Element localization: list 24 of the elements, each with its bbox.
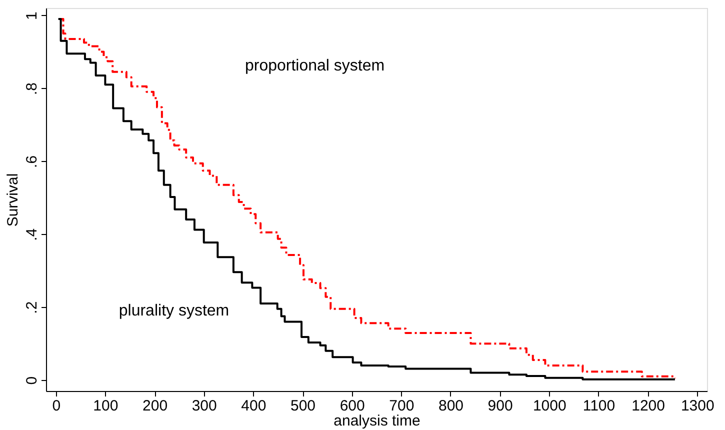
x-tick-label: 500 xyxy=(290,398,316,414)
y-tick-label: .2 xyxy=(24,301,40,314)
x-tick-label: 1200 xyxy=(632,398,665,414)
x-tick-label: 200 xyxy=(142,398,168,414)
x-tick-label: 300 xyxy=(192,398,217,414)
y-axis-title: Survival xyxy=(4,173,22,227)
x-tick-label: 1100 xyxy=(582,398,616,414)
y-tick-label: 1 xyxy=(24,12,40,20)
x-axis-title: analysis time xyxy=(334,412,420,430)
x-tick-label: 400 xyxy=(241,398,266,414)
x-tick-label: 700 xyxy=(389,398,414,414)
x-tick-label: 1000 xyxy=(532,398,566,414)
annotation: proportional system xyxy=(244,58,385,75)
annotation: plurality system xyxy=(118,302,230,320)
y-tick-label: .6 xyxy=(24,155,40,168)
y-tick-label: .4 xyxy=(24,228,40,241)
x-tick-label: 1300 xyxy=(680,398,714,414)
x-tick-label: 600 xyxy=(340,398,365,414)
y-tick-label: 0 xyxy=(24,376,40,385)
x-tick-label: 100 xyxy=(93,398,118,414)
x-tick-label: 900 xyxy=(488,398,513,414)
x-tick-label: 800 xyxy=(438,398,464,414)
y-tick-label: .8 xyxy=(24,82,40,96)
x-tick-label: 0 xyxy=(52,398,61,414)
